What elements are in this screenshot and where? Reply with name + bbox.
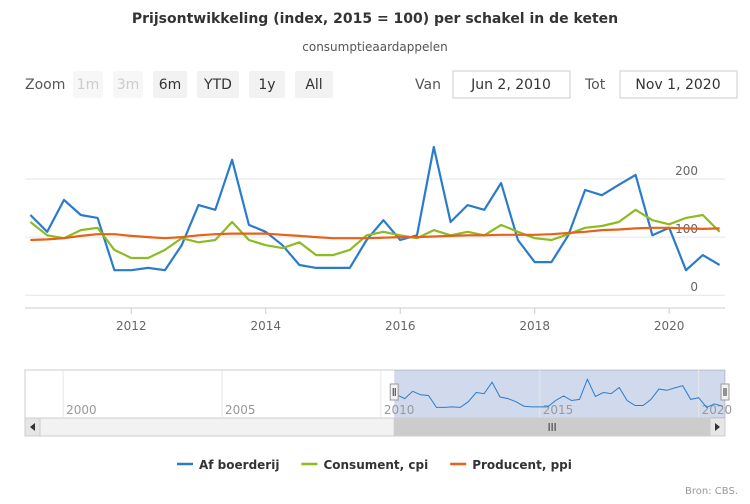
series-line — [29, 208, 721, 260]
to-value[interactable]: Nov 1, 2020 — [635, 77, 720, 93]
zoom-label: Zoom — [25, 77, 65, 93]
navigator-tick-label: 2015 — [543, 403, 574, 417]
to-label: Tot — [584, 77, 606, 93]
legend-label[interactable]: Consument, cpi — [323, 458, 428, 472]
series-line — [30, 226, 720, 242]
navigator-frame — [24, 369, 726, 419]
range-button[interactable] — [73, 71, 103, 98]
navigator-selection — [394, 370, 725, 418]
range-button-label[interactable]: All — [305, 77, 322, 93]
navigator-handle[interactable] — [389, 383, 399, 401]
range-button-label[interactable]: YTD — [203, 77, 232, 93]
arrow-icon — [30, 423, 35, 431]
y-tick-label: 0 — [690, 280, 698, 294]
range-button-label[interactable]: 1y — [258, 77, 275, 93]
chart-title: Prijsontwikkeling (index, 2015 = 100) pe… — [132, 11, 618, 27]
range-button[interactable] — [295, 71, 333, 98]
range-button[interactable] — [113, 71, 143, 98]
x-tick-label: 2014 — [250, 319, 281, 333]
credit: Bron: CBS. — [685, 486, 738, 497]
to-input[interactable] — [619, 70, 738, 99]
range-button[interactable] — [153, 71, 187, 98]
from-label: Van — [415, 77, 441, 93]
range-button-label[interactable]: 3m — [117, 77, 140, 93]
from-input[interactable] — [452, 70, 571, 99]
x-tick-label: 2012 — [116, 319, 147, 333]
x-tick-label: 2016 — [385, 319, 416, 333]
navigator-tick-label: 2005 — [225, 403, 256, 417]
chart-subtitle: consumptieaardappelen — [302, 40, 447, 54]
series-line — [29, 145, 721, 272]
legend-label[interactable]: Producent, ppi — [472, 458, 572, 472]
arrow-icon — [715, 423, 720, 431]
range-button-label[interactable]: 1m — [77, 77, 100, 93]
range-button-label[interactable]: 6m — [159, 77, 182, 93]
x-tick-label: 2018 — [519, 319, 550, 333]
range-button[interactable] — [197, 71, 239, 98]
navigator-tick-label: 2000 — [66, 403, 97, 417]
navigator-handle[interactable] — [720, 383, 730, 401]
y-tick-label: 200 — [675, 164, 698, 178]
legend-label[interactable]: Af boerderij — [199, 458, 279, 472]
from-value[interactable]: Jun 2, 2010 — [470, 77, 551, 93]
navigator-line — [396, 378, 723, 409]
x-tick-label: 2020 — [654, 319, 685, 333]
navigator-tick-label: 2010 — [384, 403, 415, 417]
range-button[interactable] — [249, 71, 285, 98]
